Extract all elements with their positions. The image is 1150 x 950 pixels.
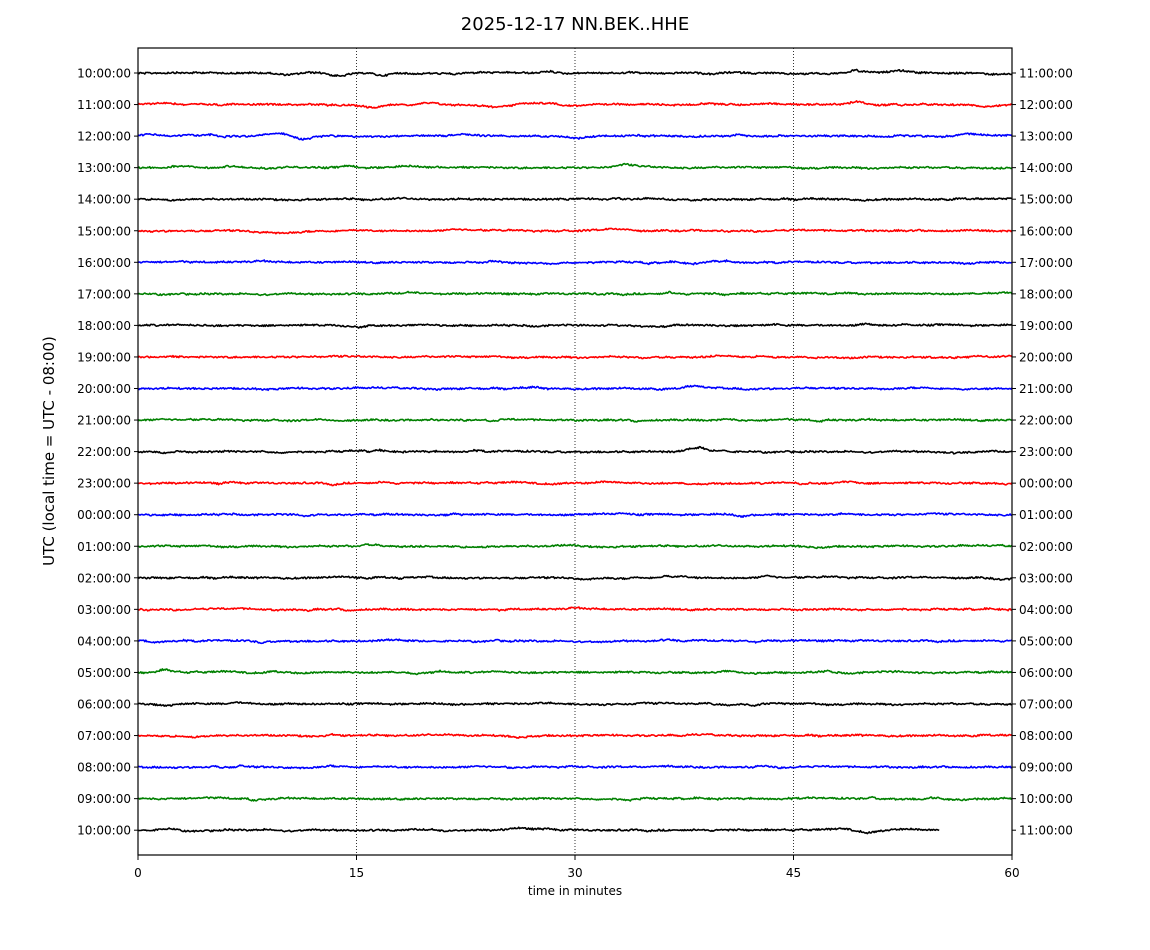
y-tick-label-left: 23:00:00	[77, 477, 131, 491]
y-tick-label-left: 20:00:00	[77, 382, 131, 396]
y-tick-label-right: 04:00:00	[1019, 603, 1073, 617]
y-tick-label-left: 21:00:00	[77, 414, 131, 428]
y-tick-label-left: 08:00:00	[77, 761, 131, 775]
y-tick-label-left: 15:00:00	[77, 224, 131, 238]
trace-line	[137, 826, 940, 835]
y-tick-label-right: 03:00:00	[1019, 571, 1073, 585]
y-tick-label-right: 01:00:00	[1019, 508, 1073, 522]
trace-line	[137, 68, 1013, 77]
trace-line	[137, 100, 1013, 109]
trace-line	[137, 354, 1013, 360]
y-tick-label-left: 01:00:00	[77, 540, 131, 554]
y-tick-label-right: 09:00:00	[1019, 761, 1073, 775]
trace-line	[137, 227, 1013, 235]
x-tick-label: 60	[1004, 866, 1019, 880]
trace-line	[137, 668, 1013, 676]
y-tick-label-right: 21:00:00	[1019, 382, 1073, 396]
y-tick-label-right: 22:00:00	[1019, 414, 1073, 428]
trace-line	[137, 732, 1013, 739]
y-tick-label-left: 10:00:00	[77, 67, 131, 81]
y-tick-label-right: 05:00:00	[1019, 634, 1073, 648]
y-tick-label-right: 06:00:00	[1019, 666, 1073, 680]
y-tick-label-right: 23:00:00	[1019, 445, 1073, 459]
y-tick-label-right: 18:00:00	[1019, 287, 1073, 301]
y-tick-label-right: 13:00:00	[1019, 130, 1073, 144]
trace-line	[137, 511, 1013, 519]
y-tick-label-right: 15:00:00	[1019, 193, 1073, 207]
y-tick-label-right: 12:00:00	[1019, 98, 1073, 112]
y-tick-label-right: 10:00:00	[1019, 792, 1073, 806]
y-tick-label-left: 12:00:00	[77, 130, 131, 144]
y-tick-label-left: 05:00:00	[77, 666, 131, 680]
y-tick-label-left: 18:00:00	[77, 319, 131, 333]
y-tick-label-right: 11:00:00	[1019, 67, 1073, 81]
trace-line	[137, 196, 1013, 202]
x-tick-label: 45	[786, 866, 801, 880]
y-tick-label-right: 00:00:00	[1019, 477, 1073, 491]
y-tick-label-left: 13:00:00	[77, 161, 131, 175]
y-tick-label-right: 19:00:00	[1019, 319, 1073, 333]
y-tick-label-right: 20:00:00	[1019, 350, 1073, 364]
x-axis-label: time in minutes	[527, 884, 623, 898]
trace-line	[137, 417, 1013, 423]
trace-line	[137, 259, 1012, 266]
x-tick-label: 30	[567, 866, 582, 880]
y-tick-label-left: 10:00:00	[77, 824, 131, 838]
y-tick-label-left: 03:00:00	[77, 603, 131, 617]
y-tick-label-left: 09:00:00	[77, 792, 131, 806]
trace-line	[137, 445, 1013, 455]
trace-line	[137, 132, 1013, 141]
trace-line	[137, 162, 1013, 170]
y-tick-label-right: 11:00:00	[1019, 824, 1073, 838]
trace-line	[137, 543, 1013, 550]
y-tick-label-right: 08:00:00	[1019, 729, 1073, 743]
trace-line	[137, 384, 1013, 392]
trace-line	[137, 574, 1013, 581]
y-tick-label-right: 17:00:00	[1019, 256, 1073, 270]
x-tick-label: 0	[134, 866, 142, 880]
y-tick-label-right: 02:00:00	[1019, 540, 1073, 554]
seismic-traces	[137, 68, 1013, 835]
grid-lines	[356, 48, 794, 855]
y-tick-label-left: 06:00:00	[77, 698, 131, 712]
trace-line	[137, 480, 1013, 487]
y-tick-label-left: 22:00:00	[77, 445, 131, 459]
chart-title: 2025-12-17 NN.BEK..HHE	[460, 14, 690, 35]
y-tick-label-left: 11:00:00	[77, 98, 131, 112]
trace-line	[137, 606, 1013, 613]
y-tick-label-left: 14:00:00	[77, 193, 131, 207]
x-tick-label: 15	[349, 866, 364, 880]
y-tick-label-left: 19:00:00	[77, 350, 131, 364]
axis-ticks	[134, 72, 1016, 860]
trace-line	[137, 290, 1013, 297]
tick-labels: 10:00:00 11:00:00 11:00:00 12:00:00 12:00:00…	[77, 67, 1073, 881]
y-tick-label-right: 14:00:00	[1019, 161, 1073, 175]
y-tick-label-right: 16:00:00	[1019, 224, 1073, 238]
trace-line	[137, 701, 1012, 708]
trace-line	[137, 764, 1013, 770]
y-tick-label-left: 00:00:00	[77, 508, 131, 522]
y-tick-label-left: 07:00:00	[77, 729, 131, 743]
y-tick-label-right: 07:00:00	[1019, 698, 1073, 712]
trace-line	[137, 638, 1013, 645]
trace-line	[138, 795, 1013, 802]
y-tick-label-left: 16:00:00	[77, 256, 131, 270]
y-tick-label-left: 17:00:00	[77, 287, 131, 301]
y-tick-label-left: 04:00:00	[77, 634, 131, 648]
trace-line	[138, 322, 1013, 329]
y-tick-label-left: 02:00:00	[77, 571, 131, 585]
